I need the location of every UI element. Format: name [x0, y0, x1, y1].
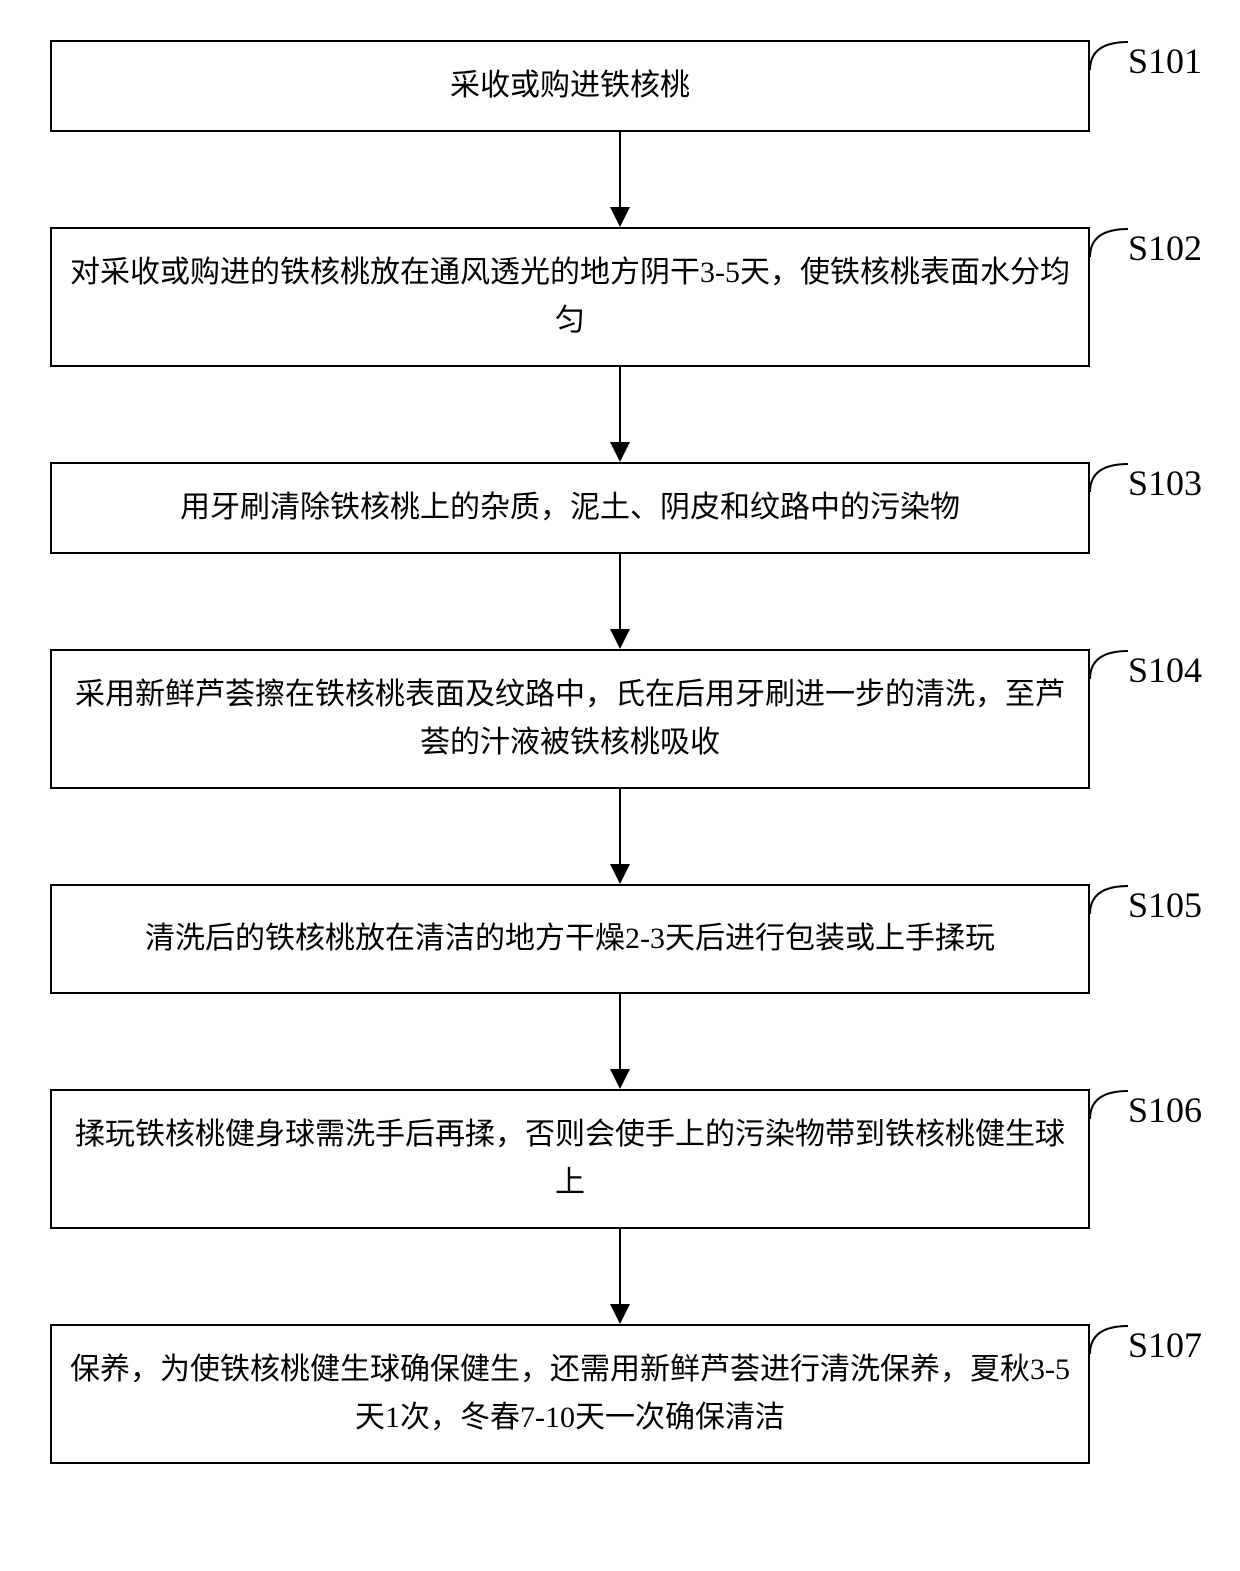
- step-label-group: S102: [1080, 219, 1202, 269]
- arrow-down: [20, 554, 1220, 649]
- flow-step-node: 采收或购进铁核桃: [50, 40, 1090, 132]
- flow-step-wrapper: 用牙刷清除铁核桃上的杂质，泥土、阴皮和纹路中的污染物 S103: [20, 462, 1220, 554]
- flow-step-wrapper: 采用新鲜芦荟擦在铁核桃表面及纹路中，氏在后用牙刷进一步的清洗，至芦荟的汁液被铁核…: [20, 649, 1220, 789]
- arrow-down: [20, 367, 1220, 462]
- step-label: S103: [1128, 462, 1202, 504]
- flow-step-node: 保养，为使铁核桃健生球确保健生，还需用新鲜芦荟进行清洗保养，夏秋3-5天1次，冬…: [50, 1324, 1090, 1464]
- step-label: S101: [1128, 40, 1202, 82]
- step-label-group: S104: [1080, 641, 1202, 691]
- flow-step-node: 揉玩铁核桃健身球需洗手后再揉，否则会使手上的污染物带到铁核桃健生球上: [50, 1089, 1090, 1229]
- arrow-down: [20, 1229, 1220, 1324]
- flow-step-node: 采用新鲜芦荟擦在铁核桃表面及纹路中，氏在后用牙刷进一步的清洗，至芦荟的汁液被铁核…: [50, 649, 1090, 789]
- flow-step-wrapper: 采收或购进铁核桃 S101: [20, 40, 1220, 132]
- flow-step-wrapper: 清洗后的铁核桃放在清洁的地方干燥2-3天后进行包装或上手揉玩 S105: [20, 884, 1220, 994]
- step-label-group: S106: [1080, 1081, 1202, 1131]
- step-label-group: S105: [1080, 876, 1202, 926]
- flow-step-node: 清洗后的铁核桃放在清洁的地方干燥2-3天后进行包装或上手揉玩: [50, 884, 1090, 994]
- step-label-group: S101: [1080, 32, 1202, 82]
- step-label-group: S107: [1080, 1316, 1202, 1366]
- step-label: S104: [1128, 649, 1202, 691]
- step-label-group: S103: [1080, 454, 1202, 504]
- flow-step-wrapper: 对采收或购进的铁核桃放在通风透光的地方阴干3-5天，使铁核桃表面水分均匀 S102: [20, 227, 1220, 367]
- flow-step-wrapper: 揉玩铁核桃健身球需洗手后再揉，否则会使手上的污染物带到铁核桃健生球上 S106: [20, 1089, 1220, 1229]
- flowchart-container: 采收或购进铁核桃 S101 对采收或购进的铁核桃放在通风透光的地方阴干3-5天，使铁…: [20, 40, 1220, 1464]
- step-label: S107: [1128, 1324, 1202, 1366]
- arrow-down: [20, 789, 1220, 884]
- flow-step-wrapper: 保养，为使铁核桃健生球确保健生，还需用新鲜芦荟进行清洗保养，夏秋3-5天1次，冬…: [20, 1324, 1220, 1464]
- step-label: S106: [1128, 1089, 1202, 1131]
- step-label: S102: [1128, 227, 1202, 269]
- step-label: S105: [1128, 884, 1202, 926]
- flow-step-node: 用牙刷清除铁核桃上的杂质，泥土、阴皮和纹路中的污染物: [50, 462, 1090, 554]
- flow-step-node: 对采收或购进的铁核桃放在通风透光的地方阴干3-5天，使铁核桃表面水分均匀: [50, 227, 1090, 367]
- arrow-down: [20, 994, 1220, 1089]
- arrow-down: [20, 132, 1220, 227]
